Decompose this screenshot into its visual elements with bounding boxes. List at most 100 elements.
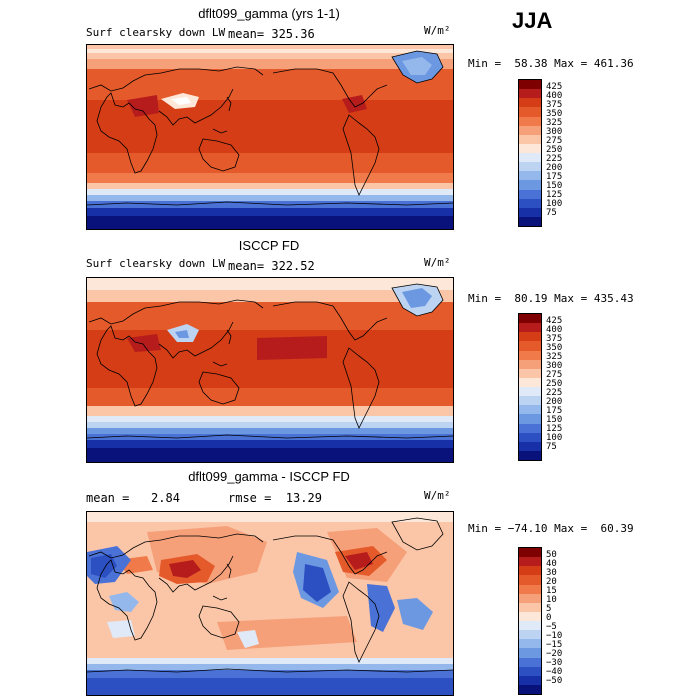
colorbar-swatch bbox=[519, 80, 541, 90]
panel-1-colorbar-label: 250 bbox=[546, 145, 563, 155]
panel-2-colorbar bbox=[518, 313, 542, 461]
colorbar-swatch bbox=[519, 675, 541, 685]
panel-1-colorbar-label: 300 bbox=[546, 127, 563, 137]
colorbar-swatch bbox=[519, 593, 541, 603]
panel-1-map bbox=[86, 44, 454, 230]
colorbar-swatch bbox=[519, 350, 541, 360]
panel-2-colorbar-label: 125 bbox=[546, 424, 563, 434]
panel-1-min-max: Min = 58.38 Max = 461.36 bbox=[468, 57, 634, 70]
colorbar-swatch bbox=[519, 450, 541, 460]
panel-2-colorbar-label: 400 bbox=[546, 325, 563, 335]
colorbar-swatch bbox=[519, 575, 541, 585]
panel-3-units: W/m² bbox=[424, 489, 451, 502]
panel-2-colorbar-label: 100 bbox=[546, 433, 563, 443]
panel-2-colorbar-label: 425 bbox=[546, 316, 563, 326]
panel-1-colorbar-label: 275 bbox=[546, 136, 563, 146]
colorbar-swatch bbox=[519, 557, 541, 567]
colorbar-swatch bbox=[519, 189, 541, 199]
colorbar-swatch bbox=[519, 639, 541, 649]
panel-3-colorbar-label: 30 bbox=[546, 568, 557, 578]
panel-1-colorbar-label: 375 bbox=[546, 100, 563, 110]
panel-3-min-max: Min = −74.10 Max = 60.39 bbox=[468, 522, 634, 535]
colorbar-swatch bbox=[519, 207, 541, 217]
panel-3-colorbar-label: −30 bbox=[546, 658, 563, 668]
panel-3-colorbar-label: 40 bbox=[546, 559, 557, 569]
colorbar-swatch bbox=[519, 116, 541, 126]
panel-2-colorbar-label: 275 bbox=[546, 370, 563, 380]
colorbar-swatch bbox=[519, 377, 541, 387]
panel-1-colorbar-label: 75 bbox=[546, 208, 557, 218]
panel-1-units: W/m² bbox=[424, 24, 451, 37]
panel-2-colorbar-label: 300 bbox=[546, 361, 563, 371]
colorbar-swatch bbox=[519, 666, 541, 676]
panel-1-colorbar-label: 425 bbox=[546, 82, 563, 92]
colorbar-swatch bbox=[519, 648, 541, 658]
panel-3-map bbox=[86, 511, 454, 696]
panel-2-map bbox=[86, 277, 454, 463]
panel-1-colorbar-label: 200 bbox=[546, 163, 563, 173]
panel-2-colorbar-label: 225 bbox=[546, 388, 563, 398]
panel-2-colorbar-label: 200 bbox=[546, 397, 563, 407]
panel-1-colorbar-label: 175 bbox=[546, 172, 563, 182]
panel-3-title: dflt099_gamma - ISCCP FD bbox=[188, 469, 350, 484]
colorbar-swatch bbox=[519, 171, 541, 181]
colorbar-swatch bbox=[519, 359, 541, 369]
panel-3-colorbar-label: −40 bbox=[546, 667, 563, 677]
panel-3-mean: mean = 2.84 bbox=[86, 491, 180, 505]
colorbar-swatch bbox=[519, 684, 541, 694]
colorbar-swatch bbox=[519, 441, 541, 451]
colorbar-swatch bbox=[519, 368, 541, 378]
colorbar-swatch bbox=[519, 611, 541, 621]
colorbar-swatch bbox=[519, 153, 541, 163]
panel-3-colorbar-label: 5 bbox=[546, 604, 552, 614]
colorbar-swatch bbox=[519, 134, 541, 144]
colorbar-swatch bbox=[519, 162, 541, 172]
panel-3-colorbar bbox=[518, 547, 542, 695]
colorbar-swatch bbox=[519, 432, 541, 442]
panel-1-colorbar-label: 150 bbox=[546, 181, 563, 191]
colorbar-swatch bbox=[519, 143, 541, 153]
panel-2-units: W/m² bbox=[424, 256, 451, 269]
panel-2-colorbar-labels: 425 400 375 350 325 300 275 250 225 200 … bbox=[546, 313, 586, 459]
panel-1-map-graphic bbox=[87, 45, 453, 229]
panel-1-variable-label: Surf clearsky down LW bbox=[86, 26, 226, 39]
panel-3-colorbar-label: 15 bbox=[546, 586, 557, 596]
colorbar-swatch bbox=[519, 314, 541, 324]
colorbar-swatch bbox=[519, 107, 541, 117]
panel-1-colorbar-label: 125 bbox=[546, 190, 563, 200]
colorbar-swatch bbox=[519, 89, 541, 99]
panel-2-colorbar-label: 175 bbox=[546, 406, 563, 416]
panel-3-colorbar-label: 50 bbox=[546, 550, 557, 560]
panel-3-colorbar-label: 0 bbox=[546, 613, 552, 623]
panel-3-colorbar-label: −15 bbox=[546, 640, 563, 650]
panel-2-colorbar-label: 150 bbox=[546, 415, 563, 425]
panel-3-colorbar-labels: 50 40 30 20 15 10 5 0 −5 −10 −15 −20 −30… bbox=[546, 547, 586, 693]
panel-2-mean: mean= 322.52 bbox=[228, 259, 315, 273]
colorbar-swatch bbox=[519, 630, 541, 640]
panel-3-colorbar-label: 20 bbox=[546, 577, 557, 587]
panel-1-colorbar bbox=[518, 79, 542, 227]
panel-2-colorbar-label: 75 bbox=[546, 442, 557, 452]
colorbar-swatch bbox=[519, 216, 541, 226]
colorbar-swatch bbox=[519, 180, 541, 190]
colorbar-swatch bbox=[519, 602, 541, 612]
colorbar-swatch bbox=[519, 125, 541, 135]
colorbar-swatch bbox=[519, 584, 541, 594]
panel-2-variable-label: Surf clearsky down LW bbox=[86, 257, 226, 270]
panel-2-colorbar-label: 325 bbox=[546, 352, 563, 362]
panel-3-colorbar-label: 10 bbox=[546, 595, 557, 605]
colorbar-swatch bbox=[519, 621, 541, 631]
panel-1-title: dflt099_gamma (yrs 1-1) bbox=[198, 6, 340, 21]
colorbar-swatch bbox=[519, 657, 541, 667]
panel-2-colorbar-label: 375 bbox=[546, 334, 563, 344]
colorbar-swatch bbox=[519, 198, 541, 208]
panel-3-map-graphic bbox=[87, 512, 453, 695]
panel-3-colorbar-label: −10 bbox=[546, 631, 563, 641]
colorbar-swatch bbox=[519, 405, 541, 415]
panel-1-colorbar-label: 325 bbox=[546, 118, 563, 128]
colorbar-swatch bbox=[519, 98, 541, 108]
panel-1-colorbar-label: 100 bbox=[546, 199, 563, 209]
panel-1-mean: mean= 325.36 bbox=[228, 27, 315, 41]
season-label: JJA bbox=[512, 8, 553, 33]
panel-3-rmse: rmse = 13.29 bbox=[228, 491, 322, 505]
